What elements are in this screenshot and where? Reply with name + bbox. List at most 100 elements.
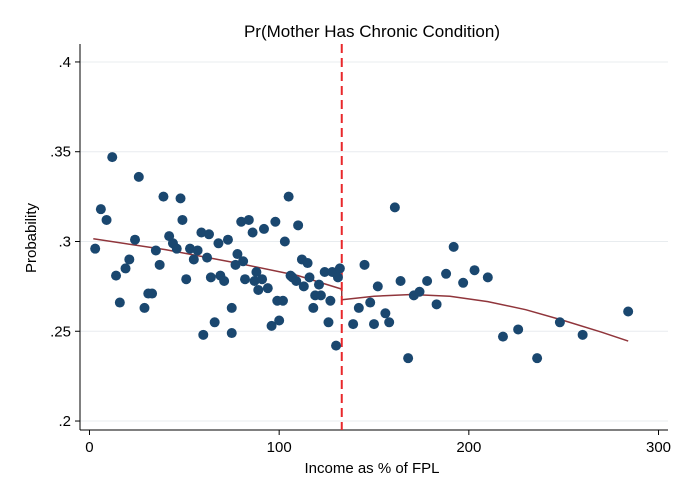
x-tick-label: 0	[85, 439, 93, 456]
x-tick-label: 100	[267, 439, 292, 456]
data-point	[331, 340, 342, 351]
data-point	[353, 302, 364, 313]
data-point	[308, 302, 319, 313]
x-tick-label: 300	[646, 439, 671, 456]
axes	[75, 44, 668, 435]
data-point	[380, 308, 391, 319]
data-point	[238, 256, 249, 267]
data-point	[158, 191, 169, 202]
data-point	[554, 317, 565, 328]
tick-labels: .2 .25 .3 .35 .4 0 100 200 300	[50, 54, 671, 456]
data-point	[251, 267, 262, 278]
data-point	[188, 254, 199, 265]
data-point	[422, 275, 433, 286]
data-point	[253, 284, 264, 295]
data-point	[181, 274, 192, 285]
data-point	[325, 295, 336, 306]
data-point	[291, 275, 302, 286]
data-point	[192, 245, 203, 256]
data-point	[101, 214, 112, 225]
data-point	[150, 245, 161, 256]
data-point	[293, 220, 304, 231]
data-point	[175, 193, 186, 204]
chart-title: Pr(Mother Has Chronic Condition)	[244, 22, 500, 41]
data-point	[202, 252, 213, 263]
data-point	[226, 328, 237, 339]
data-point	[431, 299, 442, 310]
data-point	[133, 171, 144, 182]
data-point	[130, 234, 141, 245]
data-point	[120, 263, 131, 274]
data-point	[369, 319, 379, 330]
data-point	[274, 315, 285, 326]
data-point	[114, 297, 125, 308]
y-tick-label: .25	[50, 323, 71, 340]
data-point	[213, 238, 224, 249]
data-point	[359, 259, 370, 270]
data-point	[389, 202, 400, 213]
data-point	[226, 302, 237, 313]
y-tick-label: .35	[50, 144, 71, 161]
data-point	[249, 275, 260, 286]
fit-line-right	[341, 293, 629, 342]
data-point	[209, 317, 220, 328]
data-point	[497, 331, 508, 342]
data-point	[203, 229, 214, 240]
fit-lines	[93, 238, 629, 342]
data-point	[236, 216, 247, 227]
data-point	[298, 281, 309, 292]
data-point	[532, 353, 543, 364]
data-point	[205, 272, 216, 283]
data-point	[332, 272, 343, 283]
data-point	[222, 234, 233, 245]
data-point	[283, 191, 294, 202]
y-tick-label: .2	[58, 413, 71, 430]
data-point	[623, 306, 634, 317]
y-tick-label: .3	[58, 233, 71, 250]
y-axis-title: Probability	[23, 202, 40, 273]
x-tick-label: 200	[456, 439, 481, 456]
data-point	[403, 353, 414, 364]
data-point	[258, 223, 269, 234]
data-point	[262, 283, 273, 294]
data-point	[277, 295, 288, 306]
data-point	[482, 272, 493, 283]
data-point	[384, 317, 395, 328]
data-point	[313, 279, 324, 290]
data-point	[302, 258, 313, 269]
data-point	[279, 236, 290, 247]
data-point	[185, 243, 196, 254]
data-point	[247, 227, 258, 238]
data-point	[230, 259, 241, 270]
data-point	[372, 281, 383, 292]
data-point	[124, 254, 135, 265]
data-point	[458, 277, 469, 288]
data-point	[257, 274, 268, 285]
data-point	[111, 270, 122, 281]
data-point	[219, 275, 230, 286]
data-point	[198, 329, 209, 340]
data-point	[147, 288, 158, 299]
data-point	[196, 227, 207, 238]
data-point	[414, 286, 425, 297]
data-point	[154, 259, 165, 270]
data-point	[513, 324, 524, 335]
data-point	[441, 268, 452, 279]
x-axis-title: Income as % of FPL	[304, 460, 439, 477]
data-point	[319, 267, 330, 278]
data-point	[177, 214, 188, 225]
y-tick-label: .4	[58, 54, 71, 71]
data-point	[469, 265, 480, 276]
data-point	[232, 249, 243, 260]
data-point	[365, 297, 376, 308]
data-point	[266, 320, 277, 331]
data-points	[90, 152, 634, 364]
data-point	[395, 275, 406, 286]
data-point	[348, 319, 359, 330]
data-point	[243, 214, 254, 225]
data-point	[171, 243, 182, 254]
data-point	[448, 241, 459, 252]
data-point	[95, 204, 106, 215]
